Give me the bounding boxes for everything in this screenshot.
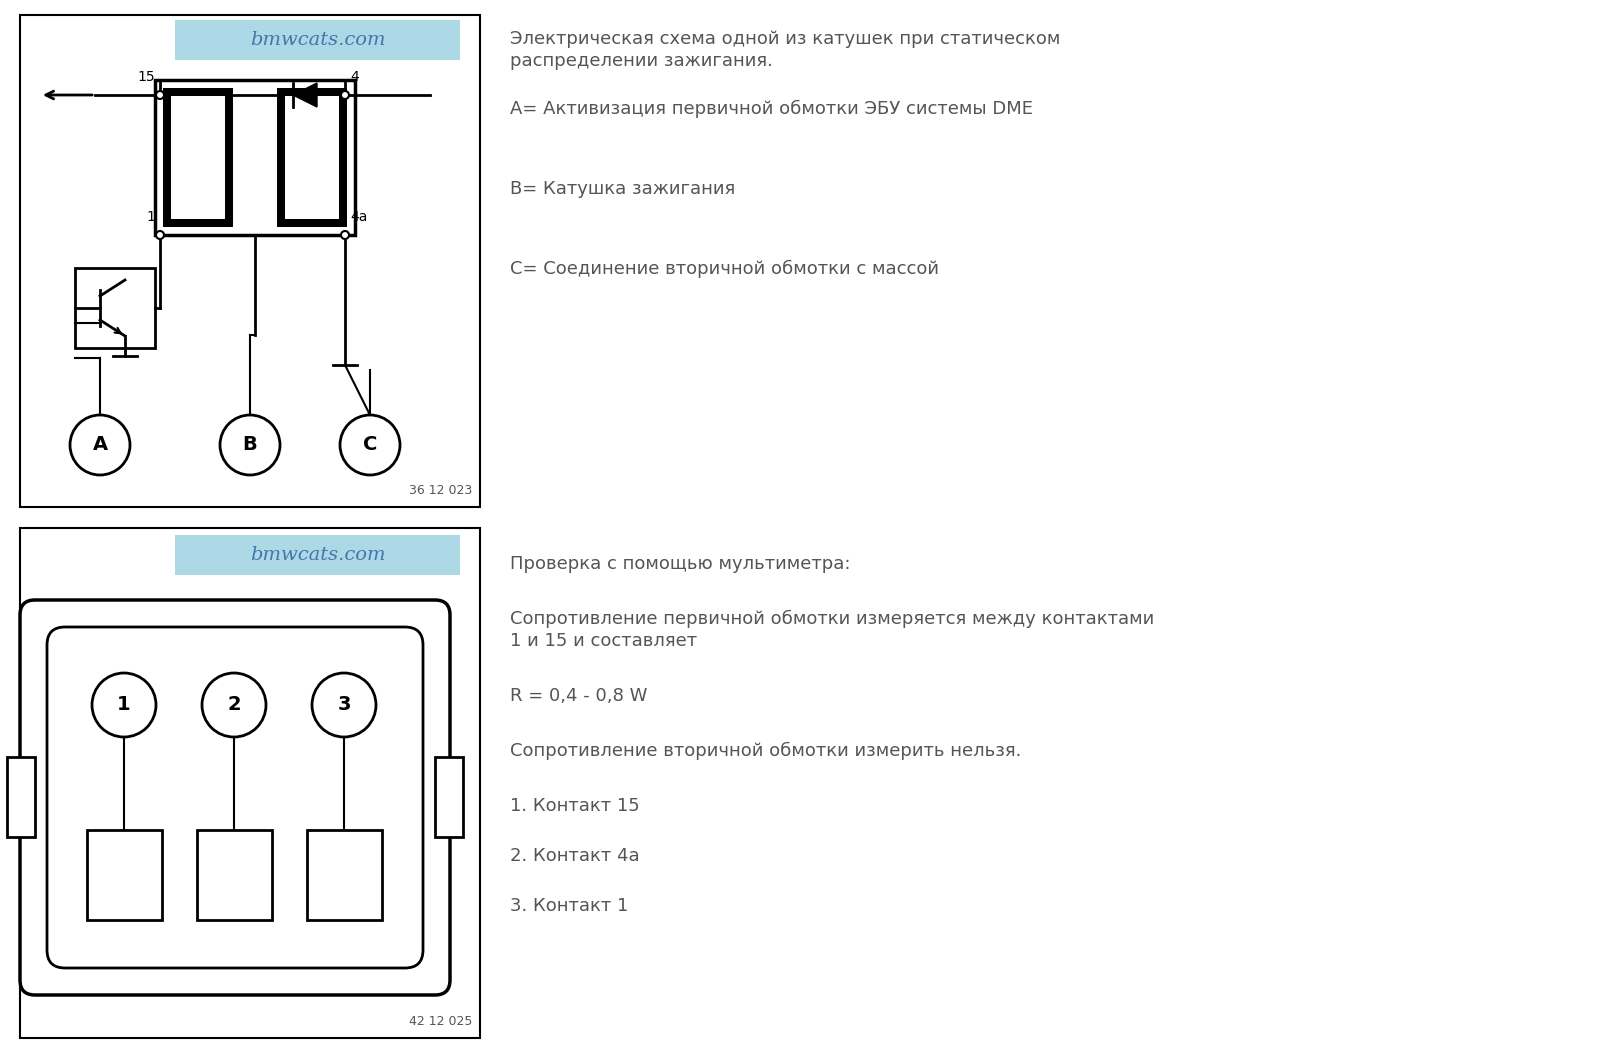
Text: A: A [93,436,107,455]
Text: Электрическая схема одной из катушек при статическом: Электрическая схема одной из катушек при… [510,30,1060,48]
Text: bmwcats.com: bmwcats.com [250,546,385,564]
Text: 2. Контакт 4a: 2. Контакт 4a [510,847,639,865]
Bar [154,80,355,235]
Text: 4a: 4a [351,210,367,224]
Text: 15: 15 [138,70,154,84]
Text: 36 12 023: 36 12 023 [409,484,472,497]
Text: bmwcats.com: bmwcats.com [250,31,385,49]
Text: 42 12 025: 42 12 025 [409,1015,472,1028]
Circle shape [201,673,266,737]
Text: B: B [242,436,256,455]
Circle shape [70,416,130,475]
Circle shape [341,231,349,239]
Text: 1 и 15 и составляет: 1 и 15 и составляет [510,632,696,650]
Text: Проверка с помощью мультиметра:: Проверка с помощью мультиметра: [510,555,850,573]
Text: 1. Контакт 15: 1. Контакт 15 [510,797,639,815]
Bar [307,830,381,920]
Text: 1: 1 [146,210,154,224]
Bar [6,757,36,837]
Circle shape [156,91,164,99]
Bar [175,535,459,575]
Text: 3. Контакт 1: 3. Контакт 1 [510,897,628,915]
Bar [88,830,162,920]
Text: B= Катушка зажигания: B= Катушка зажигания [510,180,735,198]
Text: 3: 3 [338,695,351,714]
Bar [196,830,271,920]
Bar [278,88,347,227]
Text: Сопротивление первичной обмотки измеряется между контактами: Сопротивление первичной обмотки измеряет… [510,610,1154,629]
Text: C: C [362,436,377,455]
Text: A= Активизация первичной обмотки ЭБУ системы DME: A= Активизация первичной обмотки ЭБУ сис… [510,100,1032,119]
Bar [162,88,232,227]
Circle shape [219,416,279,475]
Circle shape [341,91,349,99]
Bar [19,15,480,507]
Circle shape [339,416,399,475]
Text: 4: 4 [351,70,359,84]
Bar [75,268,154,348]
FancyBboxPatch shape [47,628,422,968]
Text: C= Соединение вторичной обмотки с массой: C= Соединение вторичной обмотки с массой [510,260,938,279]
Bar [19,528,480,1038]
Text: распределении зажигания.: распределении зажигания. [510,52,773,70]
Text: R = 0,4 - 0,8 W: R = 0,4 - 0,8 W [510,687,648,705]
Bar [170,96,226,219]
Circle shape [156,231,164,239]
Bar [284,96,339,219]
Text: Сопротивление вторичной обмотки измерить нельзя.: Сопротивление вторичной обмотки измерить… [510,742,1021,760]
Circle shape [312,673,377,737]
Bar [175,20,459,60]
Text: 2: 2 [227,695,240,714]
Polygon shape [292,83,316,107]
FancyBboxPatch shape [19,600,450,995]
Bar [435,757,463,837]
Circle shape [93,673,156,737]
Text: 1: 1 [117,695,131,714]
